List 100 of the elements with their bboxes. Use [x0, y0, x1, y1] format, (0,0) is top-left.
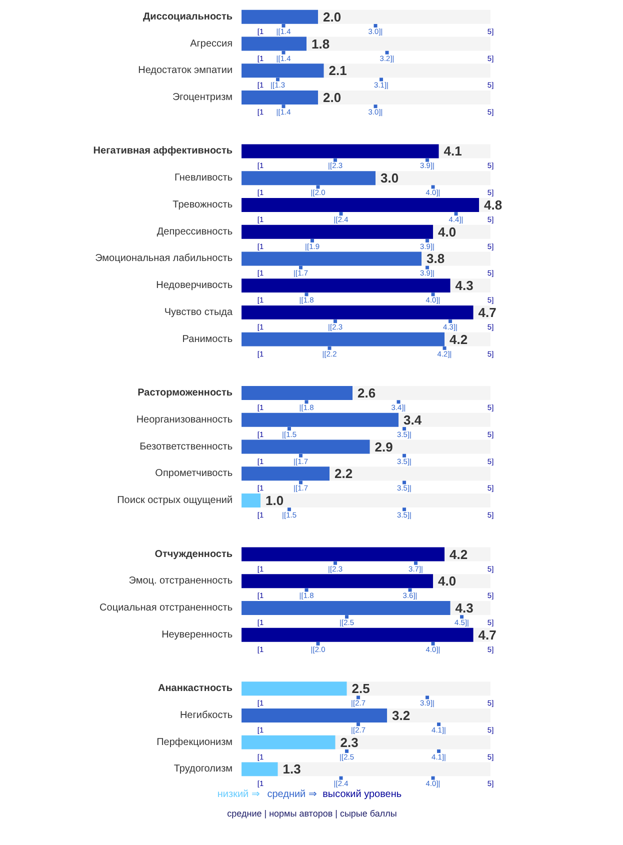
data-label: 4.0	[438, 224, 456, 240]
y-tick-label: Чувство стыда	[164, 306, 233, 318]
data-label: 4.1	[444, 144, 462, 159]
point	[299, 454, 303, 458]
y-tick-label: Отчужденность	[154, 548, 233, 560]
point	[339, 212, 343, 216]
data-label: 3.2	[392, 708, 410, 723]
point	[437, 722, 441, 726]
point	[414, 561, 418, 565]
y-tick-label: Поиск острых ощущений	[117, 495, 233, 506]
point	[426, 266, 430, 270]
series-label: низкий ⇒	[217, 788, 260, 800]
data-label: 3.4	[404, 412, 422, 428]
data-label: 4.3	[455, 600, 474, 616]
data-label: 2.1	[328, 63, 347, 78]
point	[304, 588, 308, 592]
point	[402, 427, 406, 431]
data-label: 4.0	[438, 574, 456, 589]
data-label: 4.8	[484, 197, 502, 212]
point	[345, 615, 349, 619]
point	[396, 400, 400, 404]
y-tick-label: Неуверенность	[162, 629, 233, 640]
point	[426, 158, 430, 162]
point	[402, 480, 406, 484]
point	[288, 427, 292, 431]
data-label: 2.2	[334, 466, 353, 482]
text: средние | нормы авторов | сырые баллы	[227, 808, 397, 818]
y-tick-label: Ранимость	[182, 334, 233, 345]
y-tick-label: Безответственность	[140, 441, 233, 452]
y-tick-label: Эгоцентризм	[172, 92, 233, 103]
point	[356, 722, 360, 726]
data-label: 2.9	[374, 439, 393, 454]
data-label: 1.3	[282, 762, 301, 777]
point	[385, 50, 389, 54]
y-tick-label: Трудоголизм	[174, 764, 233, 775]
point	[299, 480, 303, 484]
point	[276, 78, 280, 82]
point	[288, 508, 292, 512]
point	[431, 292, 435, 296]
point	[299, 266, 303, 270]
point	[316, 642, 320, 646]
point	[426, 696, 430, 700]
data-label: 1.8	[312, 36, 330, 52]
point	[356, 696, 360, 700]
y-tick-label: Гневливость	[174, 172, 233, 184]
data-label: 3.0	[380, 170, 399, 186]
point	[282, 104, 286, 108]
y-tick-label: Ананкастность	[158, 683, 233, 694]
y-tick-label: Эмоциональная лабильность	[95, 253, 233, 264]
point	[431, 776, 435, 780]
y-tick-label: Перфекционизм	[156, 736, 233, 748]
point	[374, 104, 378, 108]
data-label: 2.0	[323, 90, 342, 105]
y-tick-label: Опрометчивость	[155, 468, 233, 480]
data-label: 3.8	[426, 251, 445, 266]
point	[282, 24, 286, 28]
y-tick-label: Недоверчивость	[156, 280, 233, 292]
point	[402, 454, 406, 458]
data-label: 2.3	[340, 734, 358, 750]
point	[442, 346, 446, 350]
point	[431, 642, 435, 646]
y-tick-label: Агрессия	[190, 38, 233, 50]
y-tick-label: Неорганизованность	[136, 414, 233, 426]
point	[334, 320, 338, 324]
point	[304, 292, 308, 296]
point	[408, 588, 412, 592]
point	[339, 776, 343, 780]
y-tick-label: Социальная отстраненность	[100, 602, 233, 614]
y-tick-label: Диссоциальность	[143, 11, 233, 22]
y-tick-label: Негативная аффективность	[93, 146, 233, 157]
data-label: 2.5	[352, 681, 370, 696]
data-label: 4.2	[450, 332, 468, 347]
y-tick-label: Тревожность	[172, 199, 233, 210]
data-label: 4.2	[450, 546, 468, 562]
y-tick-label: Эмоц. отстраненность	[128, 576, 233, 587]
y-tick-label: Негибкость	[180, 710, 233, 721]
point	[282, 50, 286, 54]
point	[402, 508, 406, 512]
data-label: 2.0	[323, 9, 342, 24]
y-tick-label: Депрессивность	[156, 226, 233, 238]
text: высокий уровень	[322, 788, 402, 800]
data-label: 1.0	[266, 493, 284, 508]
point	[345, 749, 349, 753]
point	[426, 238, 430, 242]
point	[460, 615, 464, 619]
point	[334, 158, 338, 162]
point	[380, 78, 384, 82]
y-tick-label: Расторможенность	[138, 388, 233, 399]
point	[334, 561, 338, 565]
text: средний ⇒	[267, 788, 316, 800]
point	[374, 24, 378, 28]
data-label: 2.6	[358, 386, 376, 401]
point	[304, 400, 308, 404]
data-label: 4.7	[478, 627, 496, 642]
point	[437, 749, 441, 753]
point	[454, 212, 458, 216]
point	[431, 185, 435, 189]
point	[448, 320, 452, 324]
data-label: 4.3	[455, 278, 474, 294]
point	[328, 346, 332, 350]
